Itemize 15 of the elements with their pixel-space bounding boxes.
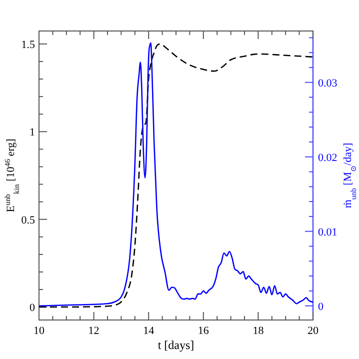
x-tick-label: 12 — [88, 325, 100, 337]
y2-tick-label: 0.03 — [318, 77, 338, 90]
y-tick-label: 0 — [30, 302, 36, 314]
x-tick-label: 14 — [143, 325, 155, 337]
y2-tick-label: 0 — [318, 300, 324, 313]
y-tick-label: 1 — [30, 126, 35, 139]
x-tick-label: 20 — [308, 325, 319, 337]
x-axis-title: t [days] — [158, 338, 194, 352]
x-tick-label: 18 — [252, 325, 264, 337]
y-tick-label: 1.5 — [21, 38, 36, 51]
y-tick-label: 0.5 — [21, 214, 36, 226]
x-tick-label: 10 — [34, 325, 45, 337]
y2-tick-label: 0.02 — [318, 152, 338, 164]
x-tick-label: 16 — [198, 325, 210, 337]
y2-tick-label: 0.01 — [318, 226, 338, 238]
